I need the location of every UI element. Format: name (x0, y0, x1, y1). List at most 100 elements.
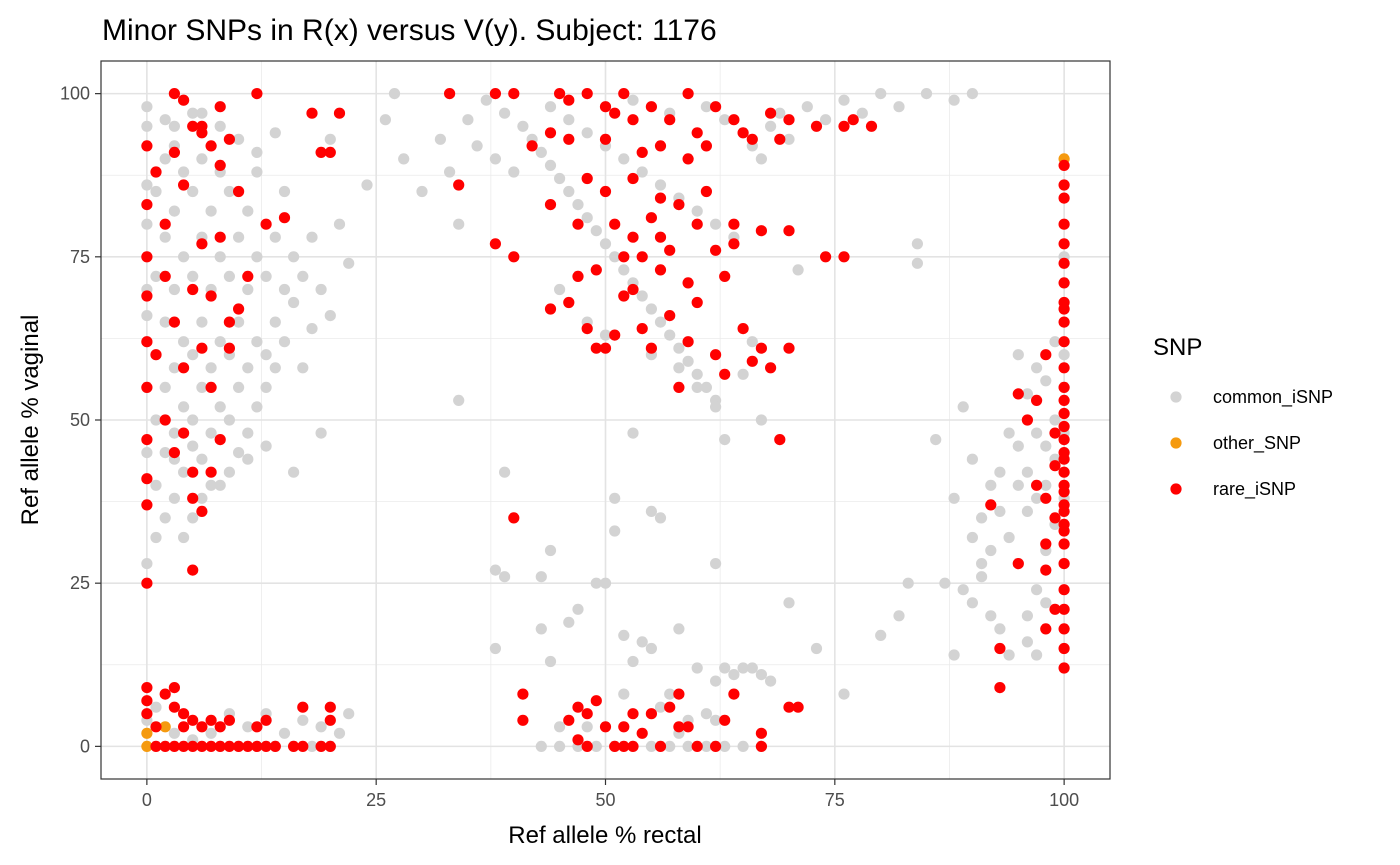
point-common_iSNP (178, 466, 190, 478)
point-rare_iSNP (214, 231, 226, 243)
point-rare_iSNP (168, 146, 180, 158)
point-common_iSNP (242, 283, 254, 296)
point-rare_iSNP (654, 140, 667, 152)
point-rare_iSNP (168, 88, 180, 100)
point-rare_iSNP (765, 362, 777, 374)
point-common_iSNP (178, 401, 190, 413)
point-common_iSNP (434, 133, 446, 145)
point-rare_iSNP (1049, 603, 1061, 615)
point-rare_iSNP (719, 270, 731, 282)
point-common_iSNP (315, 721, 327, 733)
point-rare_iSNP (150, 740, 162, 753)
point-rare_iSNP (581, 88, 593, 100)
point-common_iSNP (792, 264, 804, 276)
point-common_iSNP (1003, 427, 1015, 439)
point-common_iSNP (994, 466, 1006, 478)
point-rare_iSNP (324, 714, 336, 726)
point-common_iSNP (223, 414, 235, 426)
point-common_iSNP (223, 466, 235, 478)
point-rare_iSNP (710, 101, 722, 113)
point-rare_iSNP (1058, 466, 1070, 478)
point-rare_iSNP (609, 107, 621, 119)
point-rare_iSNP (297, 740, 309, 753)
point-common_iSNP (242, 721, 254, 733)
point-rare_iSNP (1058, 159, 1070, 171)
point-common_iSNP (159, 316, 171, 328)
point-common_iSNP (673, 623, 685, 635)
point-rare_iSNP (150, 349, 162, 361)
point-rare_iSNP (508, 512, 520, 524)
point-rare_iSNP (618, 721, 630, 733)
point-rare_iSNP (728, 218, 740, 230)
legend-key-rare_iSNP (1170, 483, 1182, 495)
point-other_SNP (159, 721, 171, 733)
point-rare_iSNP (719, 714, 731, 726)
point-common_iSNP (737, 368, 749, 380)
point-common_iSNP (1031, 649, 1043, 661)
point-common_iSNP (1012, 349, 1024, 361)
point-rare_iSNP (196, 505, 208, 517)
point-common_iSNP (654, 179, 667, 191)
point-common_iSNP (893, 101, 905, 113)
point-common_iSNP (168, 362, 180, 374)
point-common_iSNP (563, 114, 575, 126)
point-common_iSNP (214, 251, 226, 263)
point-rare_iSNP (572, 701, 584, 713)
point-common_iSNP (902, 577, 914, 589)
point-rare_iSNP (728, 114, 740, 126)
point-common_iSNP (590, 740, 602, 753)
point-common_iSNP (187, 414, 199, 426)
point-common_iSNP (196, 153, 208, 165)
point-rare_iSNP (792, 701, 804, 713)
point-common_iSNP (838, 94, 850, 106)
point-common_iSNP (159, 231, 171, 243)
point-common_iSNP (233, 133, 245, 145)
point-common_iSNP (664, 740, 676, 753)
point-rare_iSNP (214, 721, 226, 733)
point-common_iSNP (1021, 388, 1033, 400)
point-rare_iSNP (645, 342, 658, 354)
point-common_iSNP (499, 466, 511, 478)
point-common_iSNP (645, 740, 658, 753)
point-common_iSNP (150, 701, 162, 713)
point-rare_iSNP (581, 708, 593, 720)
point-rare_iSNP (251, 740, 263, 753)
point-common_iSNP (214, 120, 226, 132)
point-common_iSNP (480, 94, 492, 106)
point-common_iSNP (233, 381, 245, 393)
point-common_iSNP (178, 166, 190, 178)
point-common_iSNP (196, 107, 208, 119)
point-rare_iSNP (572, 270, 584, 282)
point-common_iSNP (920, 88, 933, 100)
point-common_iSNP (205, 205, 217, 217)
x-tick-label: 75 (825, 790, 845, 810)
point-rare_iSNP (205, 290, 217, 302)
point-rare_iSNP (141, 708, 153, 720)
point-common_iSNP (205, 479, 217, 491)
point-common_iSNP (774, 107, 786, 119)
point-rare_iSNP (526, 140, 538, 152)
point-rare_iSNP (168, 447, 180, 459)
data-points (141, 88, 1070, 753)
point-rare_iSNP (627, 283, 639, 296)
point-rare_iSNP (627, 740, 639, 753)
point-common_iSNP (994, 505, 1006, 517)
point-rare_iSNP (1058, 447, 1070, 459)
point-common_iSNP (517, 120, 529, 132)
point-rare_iSNP (618, 290, 630, 302)
point-common_iSNP (242, 205, 254, 217)
point-rare_iSNP (599, 721, 612, 733)
point-rare_iSNP (1058, 296, 1070, 309)
point-common_iSNP (187, 185, 199, 198)
point-common_iSNP (1003, 531, 1015, 544)
point-rare_iSNP (251, 88, 263, 100)
point-rare_iSNP (636, 251, 648, 263)
point-common_iSNP (242, 453, 254, 465)
point-rare_iSNP (141, 682, 153, 694)
point-common_iSNP (196, 453, 208, 465)
point-rare_iSNP (563, 133, 575, 145)
point-rare_iSNP (737, 323, 749, 335)
point-rare_iSNP (178, 740, 190, 753)
point-common_iSNP (966, 453, 979, 465)
